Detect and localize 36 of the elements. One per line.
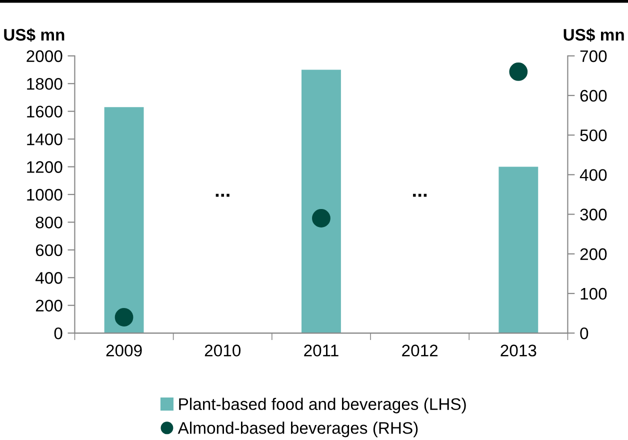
y2-tick-label: 600 [580, 90, 607, 102]
point [509, 62, 528, 81]
y2-tick-label: 200 [580, 248, 607, 260]
bar [302, 70, 341, 334]
y-tick-label: 0 [54, 327, 62, 340]
x-tick-label: 2012 [402, 344, 438, 356]
x-tick-label: 2009 [106, 344, 142, 356]
y2-tick-label: 0 [580, 327, 588, 340]
y2-tick-label: 100 [580, 288, 607, 300]
y2-tick-label: 300 [580, 208, 607, 220]
y-tick-label: 1000 [27, 188, 62, 201]
y-tick-label: 200 [36, 300, 62, 312]
y2-tick-label: 400 [580, 169, 607, 181]
y2-axis-title: US$ mn [564, 28, 624, 42]
y-tick-label: 1600 [27, 106, 62, 118]
y2-tick-label: 700 [580, 50, 607, 62]
y-tick-label: 2000 [26, 50, 62, 62]
y-tick-label: 400 [36, 272, 62, 284]
x-tick-label: 2010 [204, 344, 241, 356]
y-tick-label: 800 [36, 216, 62, 228]
point [114, 308, 134, 326]
y-axis-title: US$ mn [4, 28, 64, 42]
annotation: ... [413, 194, 427, 197]
y2-tick-label: 500 [580, 129, 607, 142]
y-tick-label: 1800 [27, 78, 62, 90]
legend-label: Almond-based beverages (RHS) [178, 422, 418, 438]
x-tick-label: 2011 [304, 344, 338, 356]
legend-label: Plant-based food and beverages (LHS) [179, 398, 466, 414]
annotation: ... [216, 194, 230, 197]
y-tick-label: 600 [36, 244, 62, 256]
bar [104, 107, 144, 334]
y-tick-label: 1200 [27, 161, 62, 173]
bar [498, 166, 538, 334]
x-tick-label: 2013 [500, 344, 536, 356]
point [312, 209, 330, 228]
y-tick-label: 1400 [27, 133, 62, 146]
